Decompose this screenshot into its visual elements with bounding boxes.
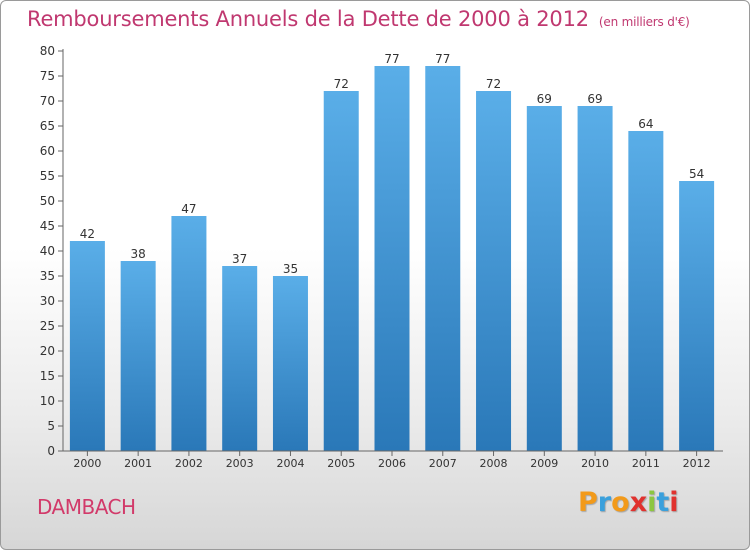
- chart-subtitle: (en milliers d'€): [598, 15, 690, 29]
- y-axis: 0 5 10 15 20 25 30 35 40 45 50 55 60 65 70 75 80: [40, 44, 64, 458]
- bar[interactable]: [679, 181, 715, 451]
- bar[interactable]: [69, 241, 105, 451]
- bar-value-label: 54: [689, 167, 704, 181]
- x-tick-label: 2009: [530, 457, 558, 470]
- y-tick-label: 5: [47, 419, 55, 433]
- x-tick-label: 2008: [480, 457, 508, 470]
- y-tick-label: 65: [40, 119, 55, 133]
- city-name: DAMBACH: [37, 495, 136, 519]
- x-tick-label: 2004: [276, 457, 304, 470]
- bar-value-label: 37: [232, 252, 247, 266]
- bar[interactable]: [374, 66, 410, 451]
- bar[interactable]: [577, 106, 613, 451]
- y-tick-label: 20: [40, 344, 55, 358]
- x-tick-label: 2002: [175, 457, 203, 470]
- bar-value-label: 38: [131, 247, 146, 261]
- x-axis: 2000 2001 2002 2003 2004 2005 2006 2007 2008 2009…: [58, 450, 723, 470]
- bar-value-label: 64: [638, 117, 653, 131]
- bar-value-label: 35: [283, 262, 298, 276]
- y-tick-label: 25: [40, 319, 55, 333]
- bar-value-label: 77: [384, 52, 399, 66]
- logo-letter: P: [578, 487, 598, 518]
- y-tick-label: 40: [40, 244, 55, 258]
- x-tick-label: 2006: [378, 457, 406, 470]
- x-tick-label: 2003: [226, 457, 254, 470]
- y-tick-label: 0: [47, 444, 55, 458]
- bar[interactable]: [476, 91, 512, 451]
- logo-letter: r: [597, 487, 612, 518]
- y-tick-label: 45: [40, 219, 55, 233]
- logo-letter: t: [656, 487, 670, 518]
- x-tick-label: 2010: [581, 457, 609, 470]
- bar-value-label: 47: [181, 202, 196, 216]
- y-tick-label: 75: [40, 69, 55, 83]
- y-tick-label: 60: [40, 144, 55, 158]
- bar[interactable]: [425, 66, 461, 451]
- bar-value-label: 72: [486, 77, 501, 91]
- logo-letter: i: [647, 487, 657, 518]
- x-tick-label: 2001: [124, 457, 152, 470]
- y-tick-label: 70: [40, 94, 55, 108]
- bar[interactable]: [171, 216, 207, 451]
- x-tick-label: 2007: [429, 457, 457, 470]
- bar[interactable]: [272, 276, 308, 451]
- y-tick-label: 50: [40, 194, 55, 208]
- bar[interactable]: [120, 261, 156, 451]
- chart-title-text: Remboursements Annuels de la Dette de 20…: [27, 7, 589, 31]
- bar-value-label: 69: [587, 92, 602, 106]
- bar-value-label: 72: [334, 77, 349, 91]
- x-tick-label: 2000: [73, 457, 101, 470]
- logo-letter: o: [611, 487, 630, 518]
- bar[interactable]: [628, 131, 664, 451]
- y-tick-label: 30: [40, 294, 55, 308]
- logo-letter: x: [629, 487, 648, 518]
- proxiti-logo[interactable]: Proxiti: [578, 487, 679, 518]
- bar[interactable]: [222, 266, 258, 451]
- bar[interactable]: [323, 91, 359, 451]
- y-tick-label: 15: [40, 369, 55, 383]
- y-tick-label: 10: [40, 394, 55, 408]
- chart-title: Remboursements Annuels de la Dette de 20…: [27, 7, 690, 31]
- bar[interactable]: [526, 106, 562, 451]
- bars-group: 42 38 47 37 35 72 77 77 72 69 69 64 54: [69, 52, 715, 451]
- bar-value-label: 42: [80, 227, 95, 241]
- y-tick-label: 80: [40, 44, 55, 58]
- x-tick-label: 2011: [632, 457, 660, 470]
- logo-letter: i: [669, 487, 679, 518]
- bar-value-label: 69: [537, 92, 552, 106]
- bar-value-label: 77: [435, 52, 450, 66]
- x-tick-label: 2005: [327, 457, 355, 470]
- x-tick-label: 2012: [683, 457, 711, 470]
- y-tick-label: 55: [40, 169, 55, 183]
- y-tick-label: 35: [40, 269, 55, 283]
